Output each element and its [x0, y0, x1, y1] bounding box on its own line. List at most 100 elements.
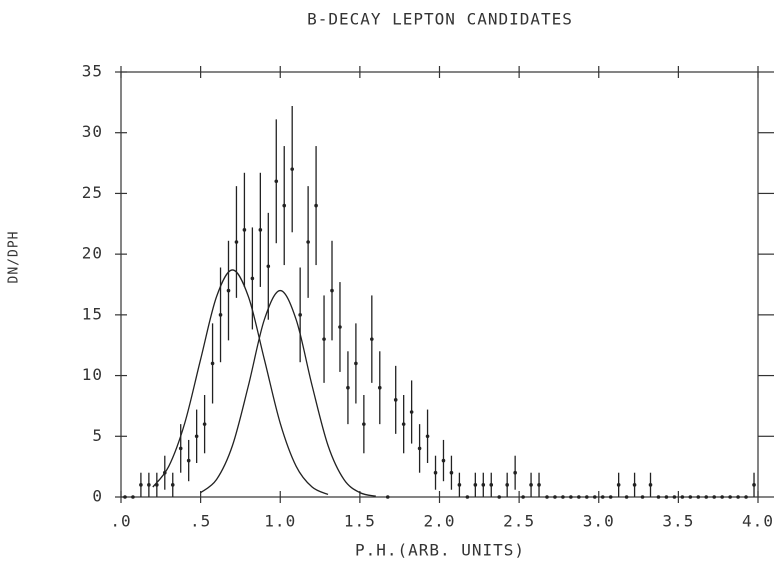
x-axis-label: P.H.(ARB. UNITS): [355, 541, 525, 560]
data-point: [489, 483, 494, 487]
data-point: [425, 434, 430, 439]
data-point: [608, 495, 613, 499]
x-tick-label: 2.5: [503, 512, 535, 531]
data-point: [186, 458, 191, 463]
data-point: [258, 228, 263, 232]
data-point: [720, 495, 724, 499]
data-point: [600, 495, 605, 499]
data-point: [752, 483, 756, 487]
data-point: [616, 483, 621, 487]
chart-title: B-DECAY LEPTON CANDIDATES: [307, 10, 573, 29]
data-point: [704, 495, 709, 499]
x-tick-label: 4.0: [742, 512, 774, 531]
data-point: [298, 313, 302, 317]
x-tick-label: 3.0: [583, 512, 615, 531]
data-point: [123, 495, 127, 499]
data-point: [696, 495, 701, 499]
data-point: [736, 495, 740, 499]
y-tick-label: 35: [82, 62, 103, 81]
x-tick-label: 1.0: [264, 512, 296, 531]
data-point: [314, 203, 318, 208]
data-point: [362, 422, 366, 426]
data-point: [449, 470, 454, 475]
data-point: [473, 483, 478, 487]
data-point: [346, 385, 350, 390]
data-point: [712, 495, 717, 499]
data-point: [194, 434, 199, 439]
plot-frame: [120, 71, 759, 498]
data-point: [561, 495, 565, 499]
y-tick-label: 0: [92, 487, 103, 506]
data-point: [577, 495, 581, 499]
data-point: [330, 288, 334, 293]
data-point: [170, 483, 175, 487]
x-tick-label: 1.5: [344, 512, 376, 531]
data-point: [664, 495, 669, 499]
data-point: [688, 495, 693, 499]
data-point: [465, 495, 470, 499]
data-point: [505, 483, 509, 487]
data-point: [290, 167, 294, 171]
data-point: [242, 228, 247, 232]
data-point: [210, 361, 215, 366]
data-point: [656, 495, 661, 499]
data-point: [672, 495, 677, 499]
data-point: [409, 410, 414, 414]
data-point: [377, 385, 382, 390]
x-tick-label: 2.0: [424, 512, 456, 531]
y-tick-label: 15: [82, 304, 103, 323]
data-point: [306, 240, 310, 244]
x-tick-label: 3.5: [662, 512, 694, 531]
data-point: [393, 398, 398, 402]
y-tick-label: 25: [82, 183, 103, 202]
data-point: [282, 203, 287, 208]
data-point: [226, 288, 231, 293]
data-point: [266, 264, 271, 269]
data-point: [553, 495, 557, 499]
data-point: [457, 483, 462, 487]
data-point: [417, 446, 422, 451]
x-tick-label: .5: [190, 512, 211, 531]
data-point: [640, 495, 645, 499]
data-point: [728, 495, 732, 499]
data-point: [433, 470, 438, 475]
data-point: [218, 313, 223, 317]
y-axis-label: DN/DPH: [7, 231, 22, 284]
data-point: [521, 495, 525, 499]
data-point: [234, 240, 239, 244]
fit-curve: [200, 289, 376, 497]
data-point: [250, 276, 255, 281]
data-point: [648, 483, 653, 487]
data-point: [497, 495, 502, 499]
data-point: [592, 495, 597, 499]
data-point: [385, 495, 390, 499]
data-point: [545, 495, 549, 499]
data-point: [322, 337, 326, 341]
data-point: [441, 458, 446, 463]
data-point: [537, 483, 541, 487]
data-point: [354, 361, 358, 366]
y-tick-label: 30: [82, 122, 103, 141]
x-tick-label: .0: [110, 512, 131, 531]
data-point: [147, 483, 151, 487]
data-point: [401, 422, 406, 426]
data-point: [131, 495, 135, 499]
fit-curve: [152, 269, 329, 496]
data-point: [632, 483, 637, 487]
data-point: [178, 446, 183, 451]
data-point: [680, 495, 685, 499]
data-point: [202, 422, 207, 426]
data-point: [481, 483, 486, 487]
data-point: [569, 495, 573, 499]
data-point: [139, 483, 143, 487]
data-point: [370, 337, 374, 341]
data-point: [744, 495, 748, 499]
y-tick-label: 10: [82, 365, 103, 384]
data-point: [624, 495, 629, 499]
y-tick-label: 5: [92, 426, 103, 445]
data-point: [513, 470, 517, 475]
data-point: [338, 325, 342, 329]
data-point: [529, 483, 533, 487]
data-point: [585, 495, 589, 499]
